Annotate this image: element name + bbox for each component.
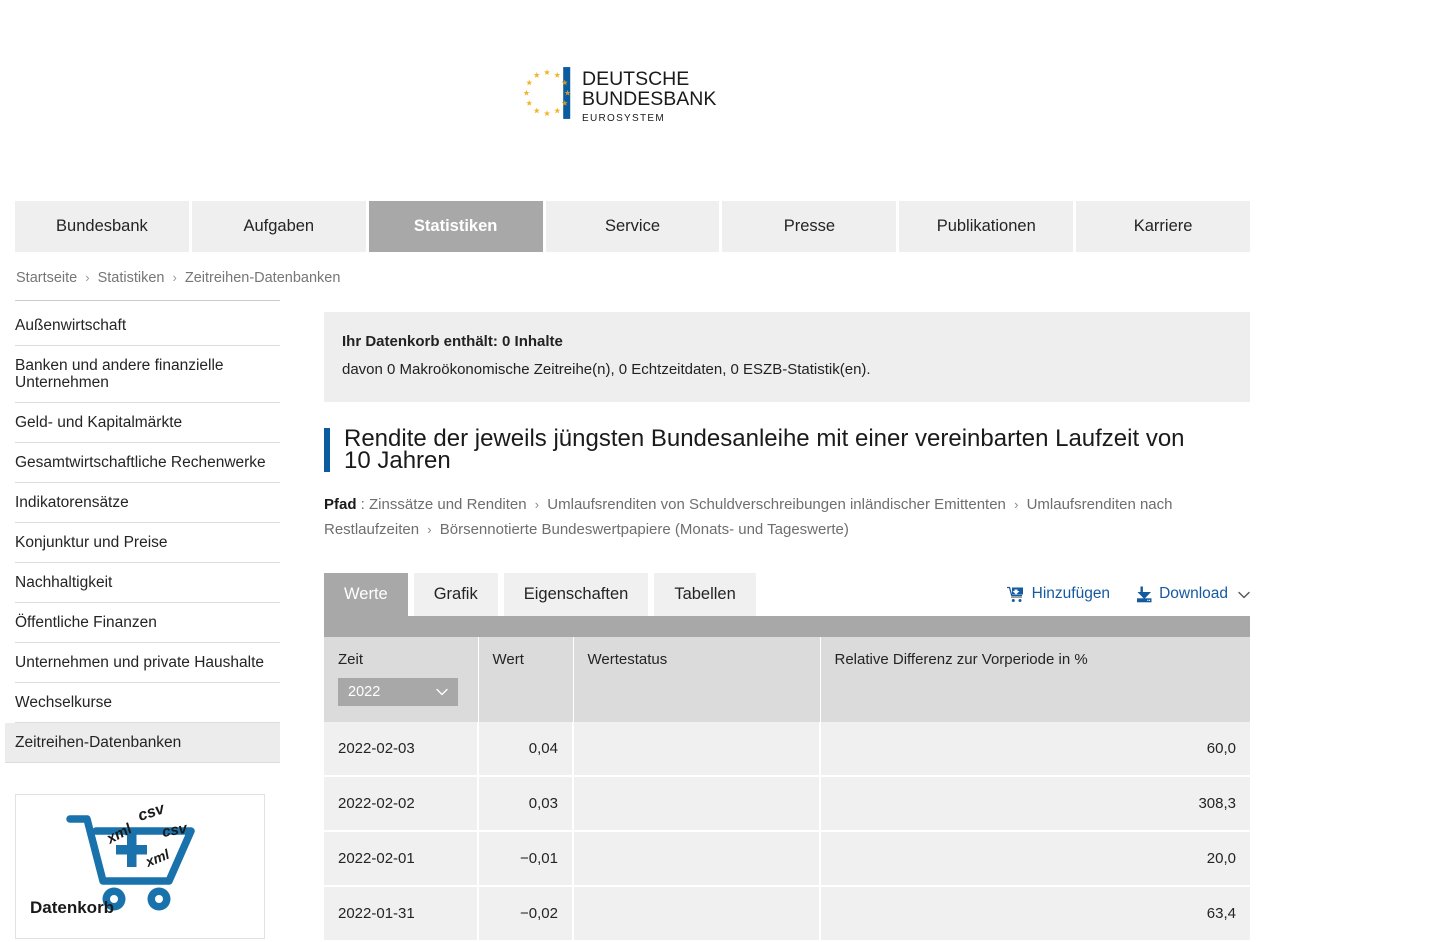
svg-text:csv: csv bbox=[136, 803, 168, 825]
